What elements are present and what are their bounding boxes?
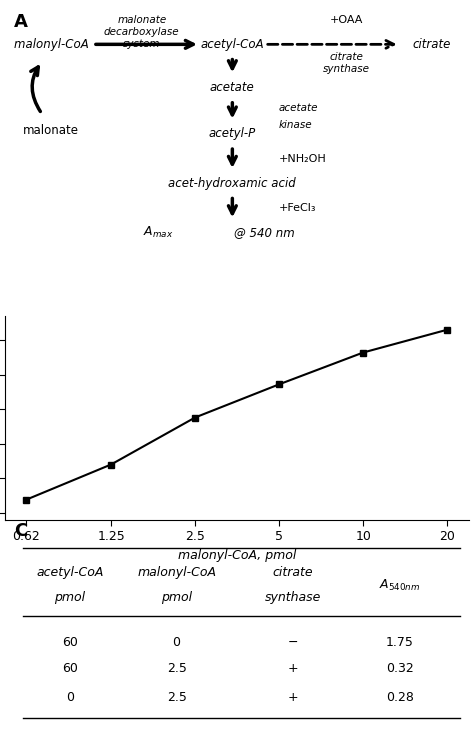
- Text: acetyl-CoA: acetyl-CoA: [201, 38, 264, 51]
- Text: malonate: malonate: [117, 15, 166, 25]
- Text: pmol: pmol: [161, 591, 192, 604]
- X-axis label: malonyl-CoA, pmol: malonyl-CoA, pmol: [178, 549, 296, 561]
- Text: malonate: malonate: [23, 124, 79, 137]
- Text: acet-hydroxamic acid: acet-hydroxamic acid: [168, 177, 296, 190]
- Text: decarboxylase: decarboxylase: [104, 27, 180, 37]
- Text: 60: 60: [62, 636, 78, 648]
- Text: 2.5: 2.5: [167, 662, 187, 675]
- Text: pmol: pmol: [54, 591, 85, 604]
- Text: 60: 60: [62, 662, 78, 675]
- Text: citrate: citrate: [273, 567, 313, 579]
- Text: 0.32: 0.32: [386, 662, 413, 675]
- Text: +NH₂OH: +NH₂OH: [279, 154, 327, 164]
- Text: 0: 0: [173, 636, 181, 648]
- Text: +OAA: +OAA: [329, 15, 363, 25]
- Text: +FeCl₃: +FeCl₃: [279, 203, 316, 213]
- Text: 1.75: 1.75: [386, 636, 413, 648]
- Text: 0.28: 0.28: [386, 691, 413, 704]
- Text: acetyl-P: acetyl-P: [209, 127, 256, 140]
- Text: synthase: synthase: [323, 64, 370, 74]
- Text: malonyl-CoA: malonyl-CoA: [137, 567, 216, 579]
- Text: system: system: [123, 39, 161, 49]
- Text: C: C: [14, 522, 27, 539]
- Text: acetate: acetate: [279, 102, 319, 113]
- Text: A: A: [14, 13, 28, 31]
- Text: +: +: [287, 691, 298, 704]
- Text: @ 540 nm: @ 540 nm: [235, 226, 295, 239]
- Text: $A_{540nm}$: $A_{540nm}$: [379, 577, 420, 593]
- Text: synthase: synthase: [264, 591, 321, 604]
- Text: malonyl-​CoA: malonyl-​CoA: [14, 38, 89, 51]
- Text: 0: 0: [66, 691, 74, 704]
- Text: $A_{max}$: $A_{max}$: [143, 225, 173, 240]
- Text: citrate: citrate: [329, 52, 363, 61]
- Text: acetyl-CoA: acetyl-CoA: [36, 567, 103, 579]
- Text: citrate: citrate: [413, 38, 451, 51]
- Text: −: −: [288, 636, 298, 648]
- Text: 2.5: 2.5: [167, 691, 187, 704]
- Text: +: +: [287, 662, 298, 675]
- Text: kinase: kinase: [279, 120, 312, 129]
- Text: acetate: acetate: [210, 81, 255, 94]
